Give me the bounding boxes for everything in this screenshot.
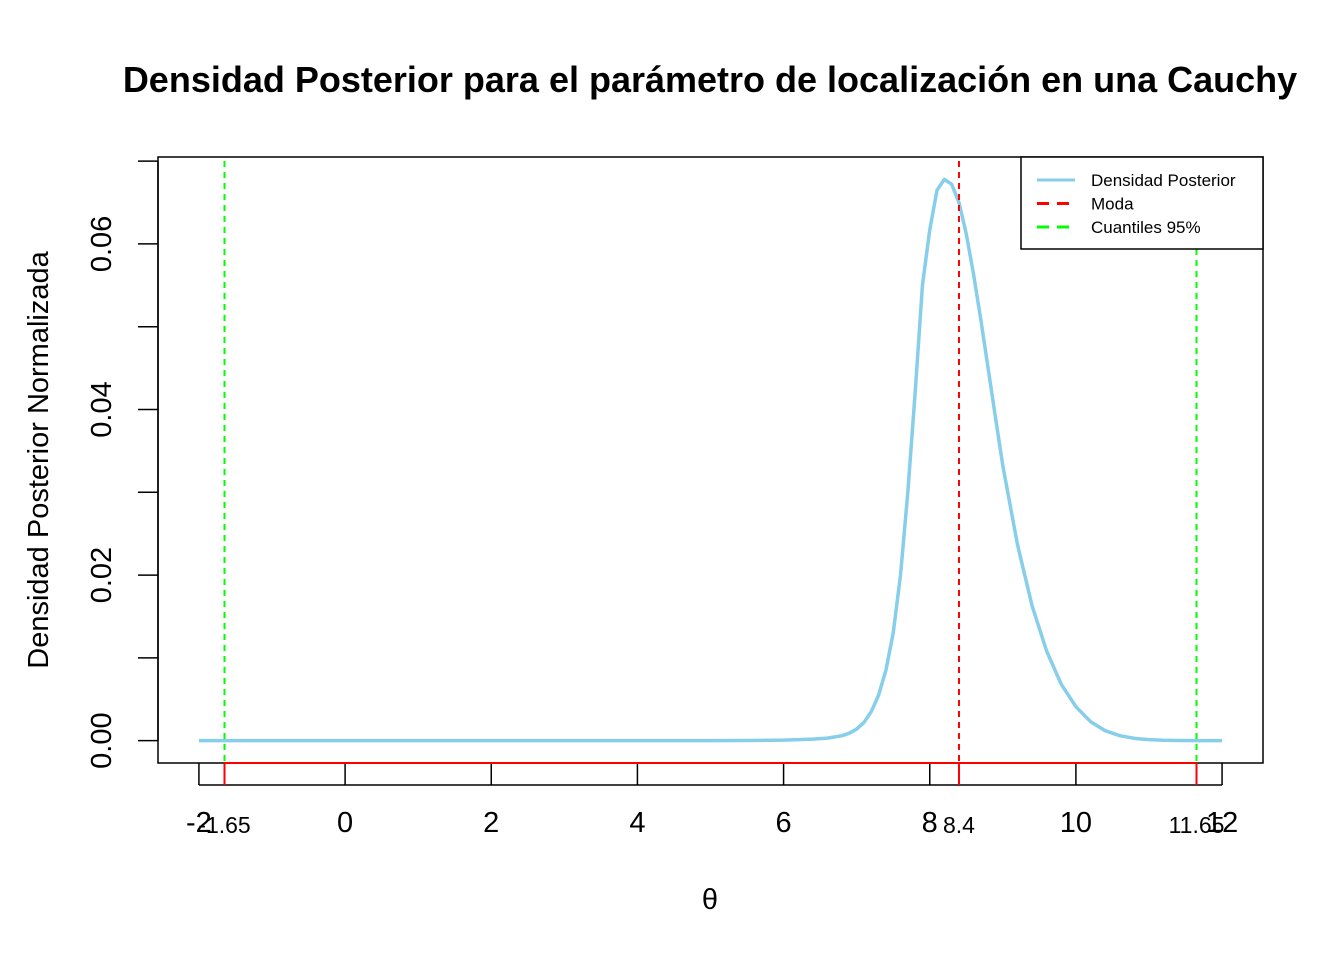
x-tick-label: -2 bbox=[186, 807, 212, 839]
x-tick-label: 0 bbox=[337, 807, 353, 839]
y-axis: 0.00 0.02 0.04 0.06 bbox=[86, 160, 159, 769]
x-tick-label: 10 bbox=[1060, 807, 1092, 839]
chart-title: Densidad Posterior para el parámetro de … bbox=[123, 59, 1297, 100]
legend: Densidad Posterior Moda Cuantiles 95% bbox=[1020, 156, 1264, 250]
x-tick-label: 8 bbox=[922, 807, 938, 839]
marker-layer: 8.4 -1.65 11.65 bbox=[198, 762, 1225, 838]
legend-label: Densidad Posterior bbox=[1091, 171, 1236, 190]
legend-label: Moda bbox=[1091, 195, 1134, 214]
x-axis-label: θ bbox=[702, 884, 718, 916]
y-axis-label: Densidad Posterior Normalizada bbox=[23, 250, 55, 668]
y-tick-label: 0.06 bbox=[86, 216, 118, 272]
marker-label: 8.4 bbox=[943, 812, 975, 838]
marker-label: -1.65 bbox=[198, 812, 250, 838]
y-tick-label: 0.02 bbox=[86, 547, 118, 603]
marker-label: 11.65 bbox=[1169, 812, 1225, 838]
x-tick-label: 4 bbox=[629, 807, 645, 839]
series-line-densidad-posterior bbox=[198, 177, 1223, 743]
legend-label: Cuantiles 95% bbox=[1091, 218, 1201, 237]
x-tick-label: 2 bbox=[483, 807, 499, 839]
y-tick-label: 0.04 bbox=[86, 381, 118, 437]
y-tick-label: 0.00 bbox=[86, 712, 118, 768]
series-layer bbox=[198, 177, 1223, 743]
x-tick-label: 12 bbox=[1206, 807, 1238, 839]
x-tick-label: 6 bbox=[776, 807, 792, 839]
x-axis: -2 0 2 4 6 8 10 12 bbox=[186, 763, 1238, 839]
vline-layer bbox=[223, 161, 1198, 763]
